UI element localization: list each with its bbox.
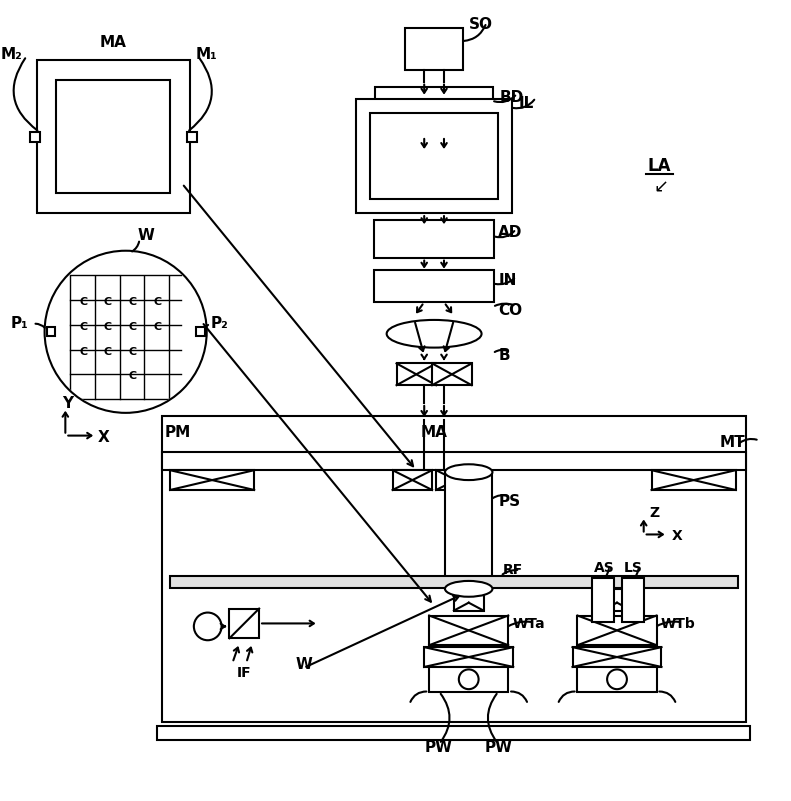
Text: ↙: ↙ bbox=[654, 179, 669, 196]
Text: PS: PS bbox=[498, 494, 520, 509]
Bar bbox=[392, 470, 432, 490]
Bar bbox=[430, 667, 509, 691]
Bar bbox=[162, 416, 746, 723]
Bar bbox=[370, 113, 498, 199]
Bar bbox=[430, 615, 509, 645]
Text: C: C bbox=[153, 322, 161, 332]
Bar bbox=[652, 470, 736, 490]
Text: LS: LS bbox=[624, 561, 643, 575]
Text: P₂: P₂ bbox=[210, 316, 229, 332]
Text: P₁: P₁ bbox=[11, 316, 28, 332]
Ellipse shape bbox=[445, 465, 493, 480]
Circle shape bbox=[44, 251, 206, 413]
Text: IF: IF bbox=[237, 666, 251, 680]
Bar bbox=[406, 28, 463, 70]
Bar bbox=[602, 589, 632, 610]
Text: C: C bbox=[128, 347, 137, 356]
Bar bbox=[374, 271, 494, 302]
Text: PW: PW bbox=[425, 739, 453, 755]
Text: SO: SO bbox=[469, 17, 493, 32]
Circle shape bbox=[607, 670, 627, 689]
Text: C: C bbox=[79, 347, 87, 356]
Bar bbox=[622, 578, 644, 622]
Text: C: C bbox=[104, 297, 112, 307]
Text: C: C bbox=[79, 322, 87, 332]
Text: MA: MA bbox=[100, 34, 127, 50]
Ellipse shape bbox=[387, 320, 482, 348]
Bar bbox=[445, 472, 493, 589]
Bar bbox=[436, 470, 475, 490]
Circle shape bbox=[459, 670, 479, 689]
Text: C: C bbox=[128, 372, 137, 381]
Bar bbox=[424, 647, 513, 667]
Bar bbox=[47, 327, 55, 336]
Bar bbox=[577, 667, 657, 691]
Text: M₁: M₁ bbox=[196, 47, 218, 62]
Text: IL: IL bbox=[518, 96, 533, 111]
Text: PM: PM bbox=[165, 425, 191, 440]
Text: X: X bbox=[672, 529, 682, 543]
Bar bbox=[170, 576, 738, 588]
Bar bbox=[396, 364, 436, 385]
Text: W: W bbox=[296, 658, 312, 673]
Text: X: X bbox=[98, 430, 110, 445]
Bar bbox=[577, 615, 657, 645]
Text: WTa: WTa bbox=[513, 618, 545, 631]
Bar bbox=[30, 132, 40, 142]
Bar bbox=[157, 727, 751, 740]
Bar bbox=[374, 220, 494, 258]
Bar bbox=[170, 470, 254, 490]
Text: BD: BD bbox=[499, 90, 524, 105]
Bar bbox=[56, 79, 170, 193]
Text: RF: RF bbox=[502, 563, 523, 577]
Bar bbox=[592, 578, 614, 622]
Bar bbox=[375, 87, 494, 124]
Text: B: B bbox=[498, 348, 510, 363]
Bar bbox=[229, 609, 259, 638]
Text: C: C bbox=[128, 322, 137, 332]
Text: Z: Z bbox=[649, 505, 660, 520]
Bar bbox=[187, 132, 197, 142]
Bar bbox=[196, 327, 205, 336]
Text: CO: CO bbox=[498, 303, 523, 317]
Bar bbox=[162, 453, 746, 470]
Text: MA: MA bbox=[420, 425, 447, 440]
Text: M₂: M₂ bbox=[1, 47, 23, 62]
Text: IN: IN bbox=[498, 273, 517, 288]
Text: LA: LA bbox=[648, 157, 672, 175]
Text: AD: AD bbox=[498, 225, 523, 240]
Text: W: W bbox=[138, 228, 154, 244]
Text: C: C bbox=[128, 297, 137, 307]
Bar bbox=[36, 60, 190, 213]
Text: C: C bbox=[104, 322, 112, 332]
Bar bbox=[573, 647, 661, 667]
Circle shape bbox=[194, 613, 221, 640]
Text: C: C bbox=[79, 297, 87, 307]
Text: WTb: WTb bbox=[660, 618, 695, 631]
Bar bbox=[356, 99, 513, 213]
Text: C: C bbox=[153, 297, 161, 307]
Text: PW: PW bbox=[484, 739, 513, 755]
Text: C: C bbox=[104, 347, 112, 356]
Bar bbox=[432, 364, 471, 385]
Bar bbox=[454, 589, 483, 610]
Ellipse shape bbox=[445, 581, 493, 597]
Text: Y: Y bbox=[62, 396, 74, 412]
Text: AS: AS bbox=[594, 561, 615, 575]
Text: MT: MT bbox=[720, 435, 745, 450]
